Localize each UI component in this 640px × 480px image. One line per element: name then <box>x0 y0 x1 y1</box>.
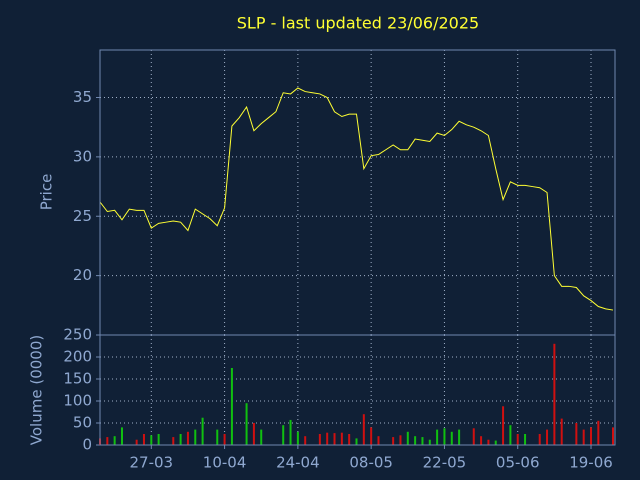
y-tick-label: 30 <box>73 147 92 165</box>
x-tick-label: 27-03 <box>130 454 174 472</box>
volume-bar <box>524 434 527 445</box>
volume-bar <box>480 436 483 445</box>
y-tick-label: 50 <box>73 414 92 432</box>
volume-bar <box>443 428 446 445</box>
volume-bar <box>194 429 197 445</box>
volume-bar <box>120 427 123 445</box>
x-tick-label: 24-04 <box>276 454 320 472</box>
volume-bar <box>428 439 431 445</box>
volume-bar <box>370 427 373 445</box>
volume-bar <box>355 438 358 445</box>
y-axis-label: Price <box>38 174 56 211</box>
volume-bar <box>414 436 417 445</box>
volume-bar <box>494 440 497 445</box>
y-tick-label: 0 <box>82 436 92 454</box>
x-tick-label: 19-06 <box>569 454 613 472</box>
volume-bar <box>260 429 263 445</box>
volume-bar <box>516 434 519 445</box>
volume-bar <box>560 418 563 445</box>
volume-bar <box>406 431 409 445</box>
volume-bar <box>201 417 204 445</box>
volume-bar <box>582 429 585 445</box>
volume-bar <box>612 427 614 445</box>
y-tick-label: 35 <box>73 88 92 106</box>
volume-bar <box>252 423 255 445</box>
x-tick-label: 05-06 <box>496 454 540 472</box>
volume-bar <box>538 434 541 445</box>
volume-bar <box>282 425 285 445</box>
volume-bar <box>157 434 160 445</box>
volume-bar <box>172 437 175 445</box>
volume-bar <box>362 414 365 445</box>
volume-bar <box>326 432 329 445</box>
y-tick-label: 150 <box>63 370 92 388</box>
volume-bar <box>348 434 351 445</box>
volume-bar <box>487 439 490 445</box>
x-tick-label: 22-05 <box>423 454 467 472</box>
volume-bar <box>296 431 299 445</box>
volume-bar <box>135 439 138 445</box>
volume-bar <box>333 433 336 445</box>
volume-bar <box>142 434 145 445</box>
panel-frame <box>99 334 616 446</box>
price-line <box>99 87 614 311</box>
volume-bar <box>472 428 475 445</box>
volume-bar <box>509 425 512 445</box>
volume-bar <box>502 406 505 445</box>
x-tick-label: 08-05 <box>349 454 393 472</box>
volume-bar <box>590 427 593 445</box>
y-tick-label: 100 <box>63 392 92 410</box>
volume-bar <box>546 429 549 445</box>
y-tick-label: 200 <box>63 348 92 366</box>
volume-bar <box>318 434 321 445</box>
volume-bar <box>436 429 439 445</box>
volume-bar <box>450 431 453 445</box>
volume-bar <box>216 429 219 445</box>
volume-bar <box>458 429 461 445</box>
x-tick-label: 10-04 <box>203 454 247 472</box>
volume-bar <box>230 368 233 445</box>
volume-bar <box>150 435 153 445</box>
volume-bar <box>421 437 424 445</box>
volume-bar <box>392 437 395 445</box>
volume-bar <box>597 420 600 445</box>
y-tick-label: 20 <box>73 266 92 284</box>
volume-bar <box>186 431 189 445</box>
y-tick-label: 250 <box>63 326 92 344</box>
volume-bar <box>289 419 292 445</box>
volume-bar <box>553 343 556 445</box>
volume-bar <box>245 403 248 445</box>
volume-bar <box>113 436 116 445</box>
volume-bar <box>179 434 182 445</box>
y-axis-label: Volume (0000) <box>28 335 46 445</box>
volume-bar <box>340 432 343 445</box>
volume-bar <box>399 435 402 445</box>
volume-bar <box>106 437 109 445</box>
y-tick-label: 25 <box>73 207 92 225</box>
volume-bar <box>377 436 380 445</box>
volume-bar <box>223 434 226 445</box>
chart-title: SLP - last updated 23/06/2025 <box>237 14 479 33</box>
volume-bar <box>304 436 307 445</box>
volume-bar <box>575 423 578 445</box>
